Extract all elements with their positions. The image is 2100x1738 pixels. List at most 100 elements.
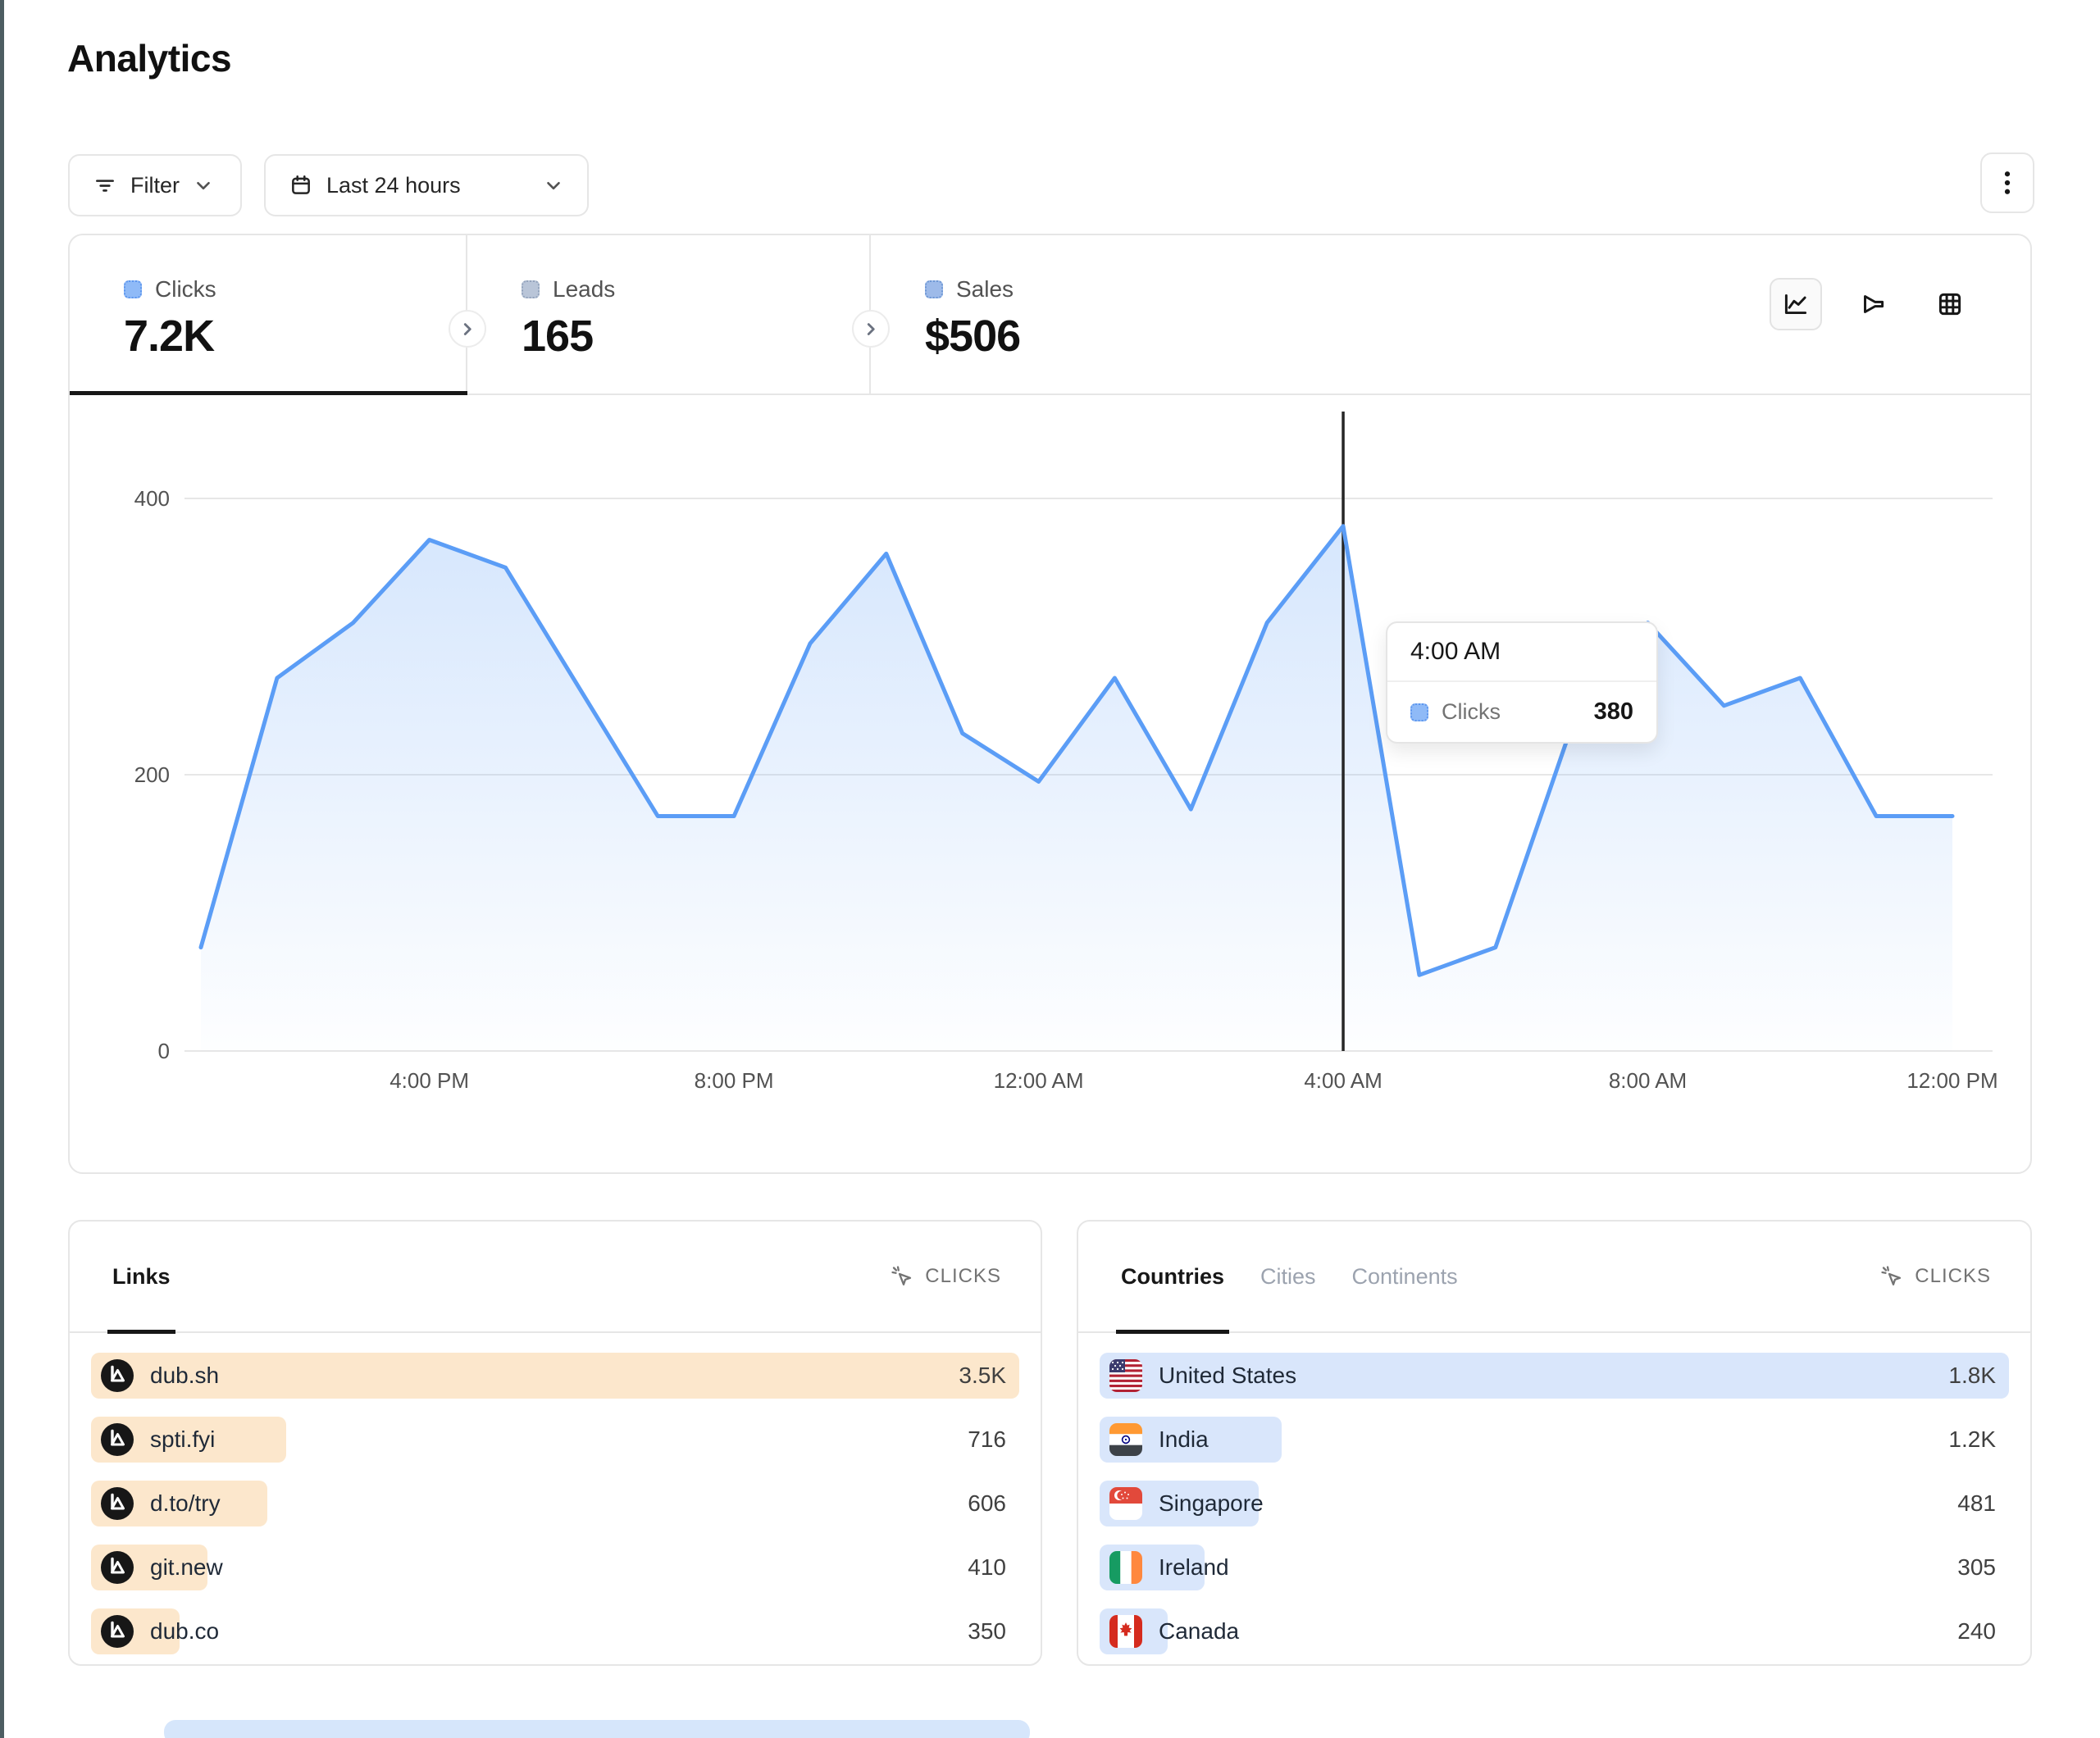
sales-value: $506	[925, 312, 1021, 361]
date-range-label: Last 24 hours	[326, 172, 461, 198]
tab-cities[interactable]: Cities	[1260, 1263, 1316, 1289]
chevron-down-icon	[193, 175, 214, 196]
tooltip-value: 380	[1593, 698, 1633, 725]
line-chart-icon	[1780, 289, 1811, 320]
link-row[interactable]: dub.co 350	[91, 1608, 1019, 1654]
active-tab-underline	[70, 391, 467, 395]
country-row-value: 305	[1957, 1554, 1996, 1580]
link-row-label: spti.fyi	[150, 1426, 216, 1452]
tab-sales[interactable]: Sales $506	[871, 235, 2030, 394]
svg-text:0: 0	[158, 1039, 170, 1063]
filter-button[interactable]: Filter	[68, 154, 242, 216]
expand-leads-button[interactable]	[852, 310, 890, 348]
clicks-area-chart[interactable]: 0 200 400 4:00 PM 8:00 PM 12:00 AM 4:00 AM 8:00…	[70, 395, 2030, 1174]
svg-text:400: 400	[134, 486, 170, 511]
leads-label: Leads	[553, 276, 616, 302]
svg-text:200: 200	[134, 762, 170, 787]
tab-leads[interactable]: Leads 165	[467, 235, 871, 394]
svg-text:12:00 PM: 12:00 PM	[1906, 1068, 1998, 1093]
link-row-label: dub.co	[150, 1618, 220, 1644]
country-row-bar	[1100, 1353, 2009, 1399]
link-row[interactable]: spti.fyi 716	[91, 1417, 1019, 1463]
sidebar-edge-strip	[0, 0, 4, 1738]
expand-clicks-button[interactable]	[449, 310, 486, 348]
more-options-button[interactable]	[1980, 152, 2034, 213]
country-row[interactable]: United States 1.8K	[1100, 1353, 2009, 1399]
tab-links[interactable]: Links	[107, 1222, 175, 1334]
link-row-value: 3.5K	[959, 1363, 1006, 1388]
countries-panel: Countries Cities Continents CLICKS United …	[1077, 1220, 2032, 1666]
links-metric-badge[interactable]: CLICKS	[889, 1263, 1001, 1290]
funnel-chart-icon	[1857, 289, 1888, 320]
dub-logo-icon	[101, 1551, 134, 1584]
country-row-value: 1.8K	[1948, 1363, 1996, 1388]
leads-legend-icon	[522, 280, 540, 298]
clicks-legend-icon	[124, 280, 142, 298]
us-flag-icon	[1109, 1359, 1142, 1392]
country-row-label: Singapore	[1159, 1490, 1264, 1516]
countries-panel-header: Countries Cities Continents CLICKS	[1078, 1222, 2030, 1334]
tooltip-time: 4:00 AM	[1387, 623, 1656, 682]
chart-tooltip: 4:00 AM Clicks 380	[1386, 621, 1658, 744]
country-row[interactable]: Ireland 305	[1100, 1545, 2009, 1590]
india-flag-icon	[1109, 1423, 1142, 1456]
cursor-click-icon	[889, 1263, 915, 1290]
link-row[interactable]: git.new 410	[91, 1545, 1019, 1590]
dub-logo-icon	[101, 1423, 134, 1456]
country-row-value: 1.2K	[1948, 1426, 1996, 1452]
country-row-value: 481	[1957, 1490, 1996, 1516]
sales-label: Sales	[956, 276, 1014, 302]
link-row-value: 350	[968, 1618, 1006, 1644]
page-title: Analytics	[67, 37, 232, 80]
chevron-down-icon	[543, 175, 564, 196]
clicks-label: Clicks	[155, 276, 216, 302]
country-row-value: 240	[1957, 1618, 1996, 1644]
grid-table-icon	[1934, 289, 1966, 320]
country-row-label: India	[1159, 1426, 1209, 1452]
tab-countries[interactable]: Countries	[1115, 1222, 1230, 1334]
link-row-label: git.new	[150, 1554, 223, 1580]
link-row-bar	[91, 1353, 1019, 1399]
svg-text:12:00 AM: 12:00 AM	[994, 1068, 1084, 1093]
country-row-label: Canada	[1159, 1618, 1240, 1644]
country-row[interactable]: Canada 240	[1100, 1608, 2009, 1654]
chart-canvas: 0 200 400 4:00 PM 8:00 PM 12:00 AM 4:00 AM 8:00…	[134, 412, 1998, 1093]
tab-continents[interactable]: Continents	[1351, 1263, 1458, 1289]
link-row[interactable]: d.to/try 606	[91, 1481, 1019, 1526]
links-panel-header: Links CLICKS	[70, 1222, 1041, 1334]
analytics-card: Clicks 7.2K Leads 165 Sales $506	[68, 234, 2032, 1174]
filter-button-label: Filter	[130, 172, 180, 198]
table-mode-button[interactable]	[1924, 278, 1976, 330]
link-row-label: dub.sh	[150, 1363, 220, 1388]
dub-logo-icon	[101, 1487, 134, 1520]
tooltip-clicks-legend-icon	[1410, 703, 1428, 721]
links-metric-label: CLICKS	[925, 1265, 1001, 1287]
calendar-icon	[289, 173, 313, 198]
date-range-button[interactable]: Last 24 hours	[264, 154, 589, 216]
dub-logo-icon	[101, 1359, 134, 1392]
link-row-value: 410	[968, 1554, 1006, 1580]
link-row[interactable]: dub.sh 3.5K	[91, 1353, 1019, 1399]
leads-value: 165	[522, 312, 594, 361]
svg-text:4:00 PM: 4:00 PM	[389, 1068, 469, 1093]
filter-icon	[93, 173, 117, 198]
link-row-value: 716	[968, 1426, 1006, 1452]
links-panel: Links CLICKS dub.sh 3.5K spti.fyi 716	[68, 1220, 1042, 1666]
kebab-menu-icon	[1995, 168, 2020, 198]
ireland-flag-icon	[1109, 1551, 1142, 1584]
countries-metric-badge[interactable]: CLICKS	[1879, 1263, 1991, 1290]
country-row[interactable]: India 1.2K	[1100, 1417, 2009, 1463]
line-chart-mode-button[interactable]	[1770, 278, 1822, 330]
cursor-click-icon	[1879, 1263, 1905, 1290]
clicks-value: 7.2K	[124, 312, 215, 361]
country-row-label: Ireland	[1159, 1554, 1229, 1580]
sales-legend-icon	[925, 280, 943, 298]
funnel-chart-mode-button[interactable]	[1847, 278, 1899, 330]
country-row[interactable]: Singapore 481	[1100, 1481, 2009, 1526]
svg-text:4:00 AM: 4:00 AM	[1304, 1068, 1382, 1093]
singapore-flag-icon	[1109, 1487, 1142, 1520]
links-list: dub.sh 3.5K spti.fyi 716 d.to/try 606 git.n…	[70, 1333, 1041, 1654]
link-row-value: 606	[968, 1490, 1006, 1516]
stats-row: Clicks 7.2K Leads 165 Sales $506	[70, 235, 2030, 395]
tab-clicks[interactable]: Clicks 7.2K	[70, 235, 467, 395]
